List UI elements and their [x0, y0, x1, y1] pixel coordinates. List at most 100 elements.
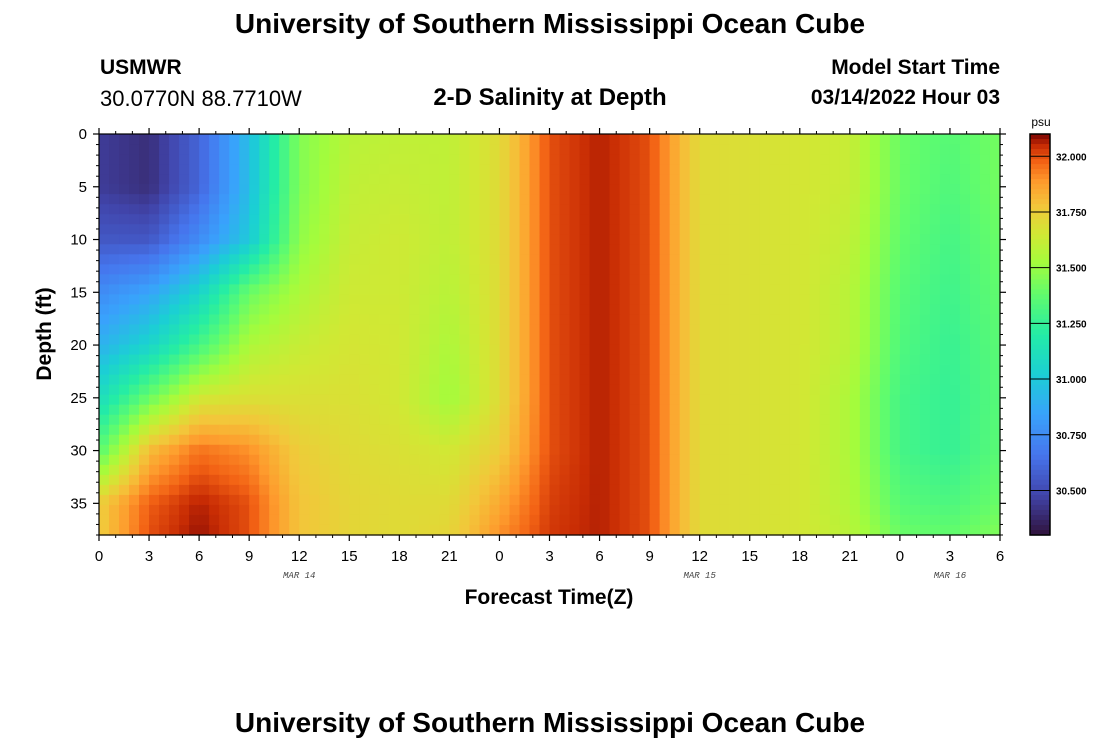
heatmap-cell — [919, 384, 931, 396]
heatmap-cell — [179, 144, 190, 155]
heatmap-cell — [649, 504, 661, 516]
heatmap-cell — [499, 334, 511, 346]
heatmap-cell — [209, 424, 220, 436]
heatmap-cell — [299, 334, 310, 346]
heatmap-cell — [339, 154, 350, 165]
heatmap-cell — [349, 344, 360, 356]
heatmap-cell — [269, 504, 280, 516]
heatmap-cell — [899, 384, 911, 396]
heatmap-cell — [589, 174, 601, 185]
heatmap-cell — [939, 474, 951, 486]
heatmap-cell — [709, 324, 721, 336]
heatmap-cell — [639, 484, 651, 496]
heatmap-cell — [499, 484, 511, 496]
heatmap-cell — [199, 264, 210, 275]
heatmap-cell — [789, 304, 801, 316]
heatmap-cell — [569, 134, 581, 145]
heatmap-cell — [459, 344, 471, 356]
heatmap-cell — [549, 504, 561, 516]
heatmap-cell — [509, 404, 521, 416]
heatmap-cell — [289, 504, 300, 516]
heatmap-cell — [439, 274, 450, 285]
heatmap-cell — [619, 354, 631, 366]
heatmap-cell — [599, 254, 611, 265]
heatmap-cell — [739, 214, 751, 225]
heatmap-cell — [399, 294, 410, 306]
heatmap-cell — [819, 244, 831, 255]
heatmap-cell — [989, 204, 1001, 215]
heatmap-cell — [109, 384, 120, 396]
heatmap-cell — [879, 454, 891, 466]
heatmap-cell — [269, 434, 280, 446]
heatmap-cell — [829, 364, 841, 376]
heatmap-cell — [699, 244, 711, 255]
heatmap-cell — [859, 494, 871, 506]
heatmap-cell — [339, 334, 350, 346]
heatmap-cell — [159, 204, 170, 215]
heatmap-cell — [799, 504, 811, 516]
heatmap-cell — [649, 434, 661, 446]
heatmap-cell — [729, 284, 741, 296]
heatmap-cell — [709, 154, 721, 165]
heatmap-cell — [389, 394, 400, 406]
heatmap-cell — [239, 294, 250, 306]
heatmap-cell — [729, 494, 741, 506]
heatmap-cell — [269, 314, 280, 326]
heatmap-cell — [639, 204, 651, 215]
heatmap-cell — [919, 444, 931, 456]
heatmap-cell — [159, 174, 170, 185]
heatmap-cell — [279, 434, 290, 446]
heatmap-cell — [339, 354, 350, 366]
heatmap-cell — [459, 514, 471, 526]
heatmap-cell — [649, 194, 661, 205]
heatmap-cell — [779, 254, 791, 265]
heatmap-cell — [439, 394, 450, 406]
heatmap-cell — [519, 234, 531, 245]
heatmap-cell — [639, 164, 651, 175]
heatmap-cell — [289, 434, 300, 446]
heatmap-cell — [549, 364, 561, 376]
heatmap-cell — [859, 474, 871, 486]
heatmap-cell — [379, 254, 390, 265]
heatmap-cell — [299, 394, 310, 406]
heatmap-cell — [439, 504, 450, 516]
heatmap-cell — [339, 194, 350, 205]
heatmap-cell — [299, 194, 310, 205]
heatmap-cell — [159, 404, 170, 416]
heatmap-cell — [889, 254, 901, 265]
heatmap-cell — [509, 514, 521, 526]
heatmap-cell — [779, 184, 791, 195]
heatmap-cell — [869, 174, 881, 185]
heatmap-cell — [859, 434, 871, 446]
heatmap-cell — [649, 514, 661, 526]
heatmap-cell — [279, 374, 290, 386]
heatmap-cell — [609, 464, 621, 476]
heatmap-cell — [719, 194, 731, 205]
heatmap-cell — [429, 164, 440, 175]
heatmap-cell — [759, 294, 771, 306]
heatmap-cell — [609, 224, 621, 235]
heatmap-cell — [469, 264, 481, 275]
heatmap-cell — [119, 494, 130, 506]
heatmap-cell — [609, 164, 621, 175]
heatmap-cell — [549, 254, 561, 265]
heatmap-cell — [989, 214, 1001, 225]
heatmap-cell — [169, 154, 180, 165]
heatmap-layer — [99, 134, 1001, 536]
heatmap-cell — [279, 504, 290, 516]
heatmap-cell — [569, 404, 581, 416]
heatmap-cell — [139, 314, 150, 326]
heatmap-cell — [959, 454, 971, 466]
heatmap-cell — [179, 134, 190, 145]
heatmap-cell — [179, 374, 190, 386]
heatmap-cell — [219, 274, 230, 285]
heatmap-cell — [119, 304, 130, 316]
heatmap-cell — [179, 164, 190, 175]
heatmap-cell — [189, 424, 200, 436]
heatmap-cell — [159, 304, 170, 316]
heatmap-cell — [309, 484, 320, 496]
heatmap-cell — [939, 164, 951, 175]
heatmap-cell — [119, 444, 130, 456]
heatmap-cell — [109, 154, 120, 165]
heatmap-cell — [209, 194, 220, 205]
